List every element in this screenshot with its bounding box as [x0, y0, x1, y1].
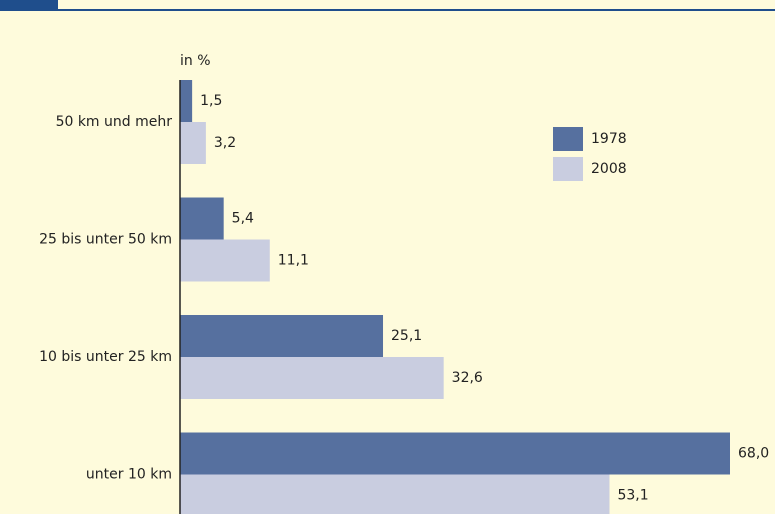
- bar: [180, 80, 193, 122]
- bar: [180, 474, 610, 514]
- value-label: 25,1: [391, 328, 422, 344]
- value-label: 68,0: [738, 446, 769, 462]
- value-label: 3,2: [214, 135, 236, 151]
- bar: [180, 122, 206, 164]
- bar: [180, 357, 444, 399]
- value-label: 11,1: [278, 253, 309, 269]
- category-label: 25 bis unter 50 km: [39, 232, 172, 248]
- header-line: [0, 9, 775, 11]
- axis-label: in %: [180, 53, 211, 69]
- legend-label: 2008: [591, 161, 627, 177]
- value-label: 53,1: [617, 488, 648, 504]
- value-label: 5,4: [232, 211, 254, 227]
- bar: [180, 239, 270, 282]
- category-label: 50 km und mehr: [56, 114, 173, 130]
- bar: [180, 197, 224, 240]
- legend-swatch: [553, 127, 583, 151]
- category-label: 10 bis unter 25 km: [39, 349, 172, 365]
- header-block: [0, 0, 58, 10]
- bar: [180, 432, 730, 475]
- legend-label: 1978: [591, 131, 627, 147]
- bar: [180, 315, 384, 357]
- value-label: 1,5: [200, 93, 222, 109]
- category-label: unter 10 km: [86, 467, 172, 483]
- legend-swatch: [553, 157, 583, 181]
- value-label: 32,6: [452, 370, 483, 386]
